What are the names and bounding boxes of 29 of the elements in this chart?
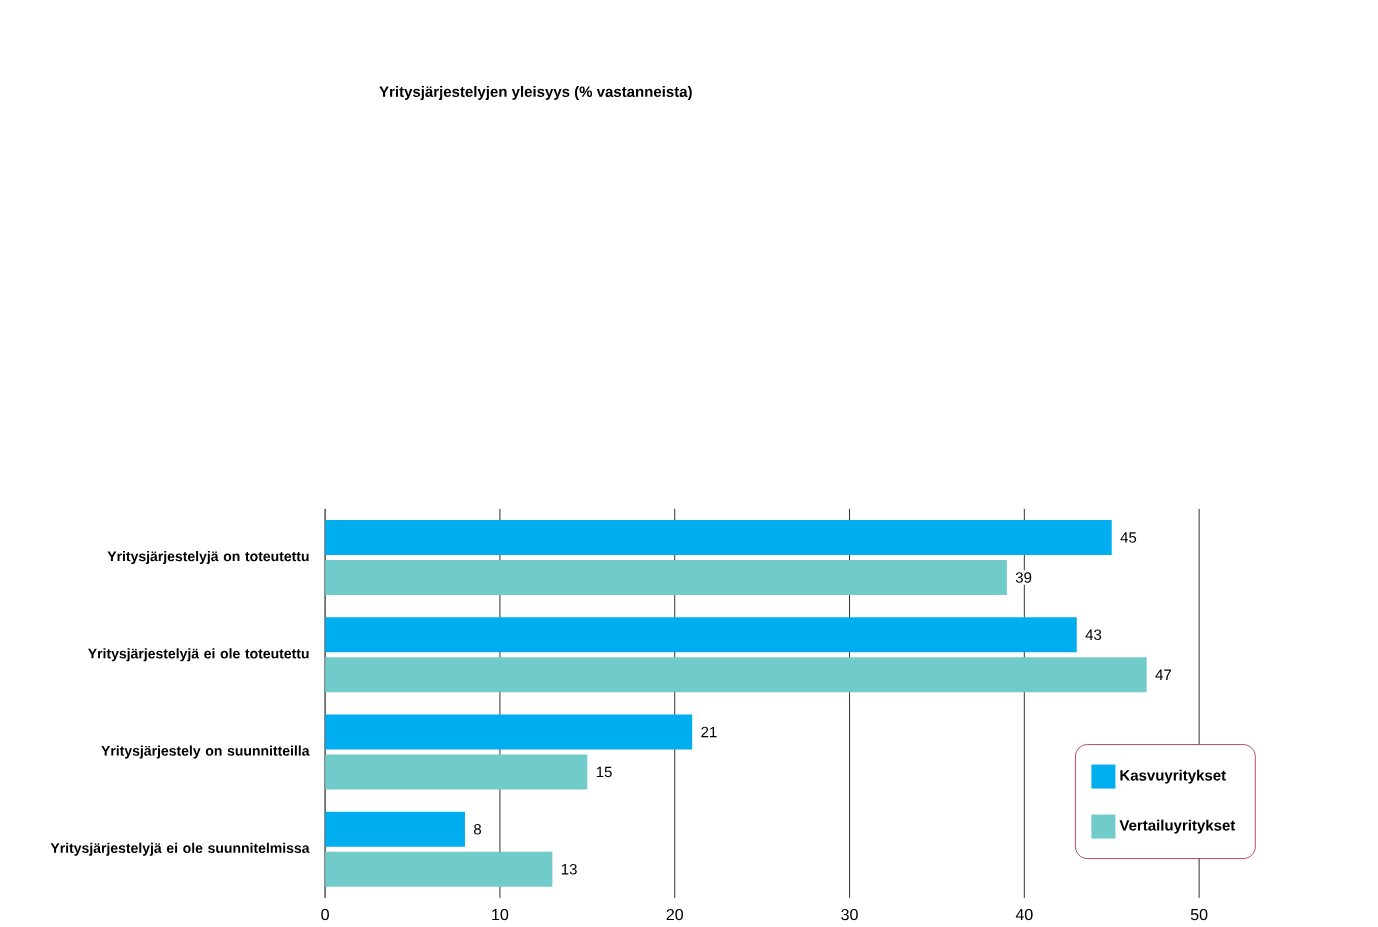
bar	[325, 851, 553, 887]
x-tick-label: 30	[841, 908, 858, 921]
bar	[325, 657, 1147, 693]
y-tick-label: Yritysjärjestelyjä on toteutettu	[107, 551, 309, 565]
data-label: 39	[1015, 572, 1032, 583]
x-tick-label: 40	[1015, 908, 1033, 921]
y-tick-label: Yritysjärjestelyjä ei ole suunnitelmissa	[50, 842, 310, 856]
bar	[325, 754, 588, 790]
bar	[325, 617, 1077, 653]
data-label: 13	[561, 863, 577, 875]
y-tick-label: Yritysjärjestely on suunnitteilla	[101, 745, 310, 759]
data-label: 43	[1085, 629, 1102, 641]
x-tick-label: 10	[492, 908, 509, 921]
x-tick-label: 0	[321, 908, 329, 921]
data-label: 8	[474, 823, 482, 835]
y-tick-label: Yritysjärjestelyjä ei ole toteutettu	[88, 648, 309, 662]
x-tick-label: 20	[666, 908, 683, 921]
data-label: 21	[701, 726, 717, 738]
legend-label: Kasvuyritykset	[1120, 769, 1226, 784]
data-label: 47	[1155, 669, 1172, 680]
bar	[325, 714, 693, 750]
data-label: 15	[596, 766, 612, 778]
chart-title: Yritysjärjestelyjen yleisyys (% vastanneista)	[379, 86, 692, 101]
legend-label: Vertailuyritykset	[1119, 819, 1236, 834]
x-tick-label: 50	[1190, 908, 1208, 921]
bar	[325, 520, 1112, 556]
bar	[325, 811, 465, 847]
bar	[325, 560, 1007, 596]
data-label: 45	[1120, 532, 1137, 543]
